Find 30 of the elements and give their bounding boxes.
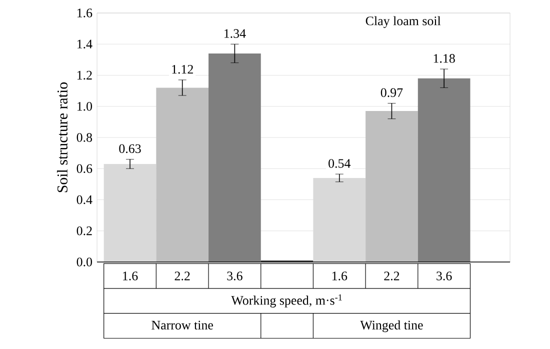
x-tick-label: 3.6 bbox=[436, 272, 452, 280]
y-tick-label: 1.2 bbox=[77, 70, 92, 80]
x-tick-label: 2.2 bbox=[384, 272, 400, 280]
bar bbox=[366, 111, 418, 262]
x-axis-title: Working speed, m·s$^{-1}$ bbox=[231, 294, 342, 308]
text: Narrow tine bbox=[152, 320, 214, 330]
bar bbox=[156, 88, 209, 262]
data-label: 0.54 bbox=[328, 159, 351, 168]
data-label: 1.12 bbox=[172, 64, 193, 74]
bar bbox=[418, 78, 470, 262]
data-label: 0.63 bbox=[119, 144, 141, 154]
y-tick-label: 1.6 bbox=[77, 8, 92, 18]
x-tick-label: 1.6 bbox=[123, 272, 138, 280]
y-tick-label: 0.8 bbox=[76, 133, 92, 142]
x-tick-label: 2.2 bbox=[174, 272, 190, 280]
x-tick-label: 1.6 bbox=[332, 272, 348, 280]
data-label: 1.34 bbox=[224, 29, 246, 38]
text: Winged tine bbox=[360, 320, 423, 332]
y-tick-label: 0.2 bbox=[76, 226, 92, 236]
y-axis-title: Soil structure ratio bbox=[56, 82, 68, 192]
data-label: 1.18 bbox=[434, 54, 455, 63]
data-label: 0.97 bbox=[380, 88, 403, 98]
y-tick-label: 0.0 bbox=[76, 258, 92, 266]
chart-title: Clay loam soil bbox=[366, 16, 441, 28]
x-tick-label: 3.6 bbox=[227, 272, 242, 280]
y-tick-label: 0.6 bbox=[76, 164, 92, 174]
y-tick-label: 1.0 bbox=[77, 102, 92, 111]
y-tick-label: 0.4 bbox=[76, 195, 92, 204]
y-tick-label: 1.4 bbox=[77, 40, 92, 48]
bar bbox=[208, 53, 261, 262]
